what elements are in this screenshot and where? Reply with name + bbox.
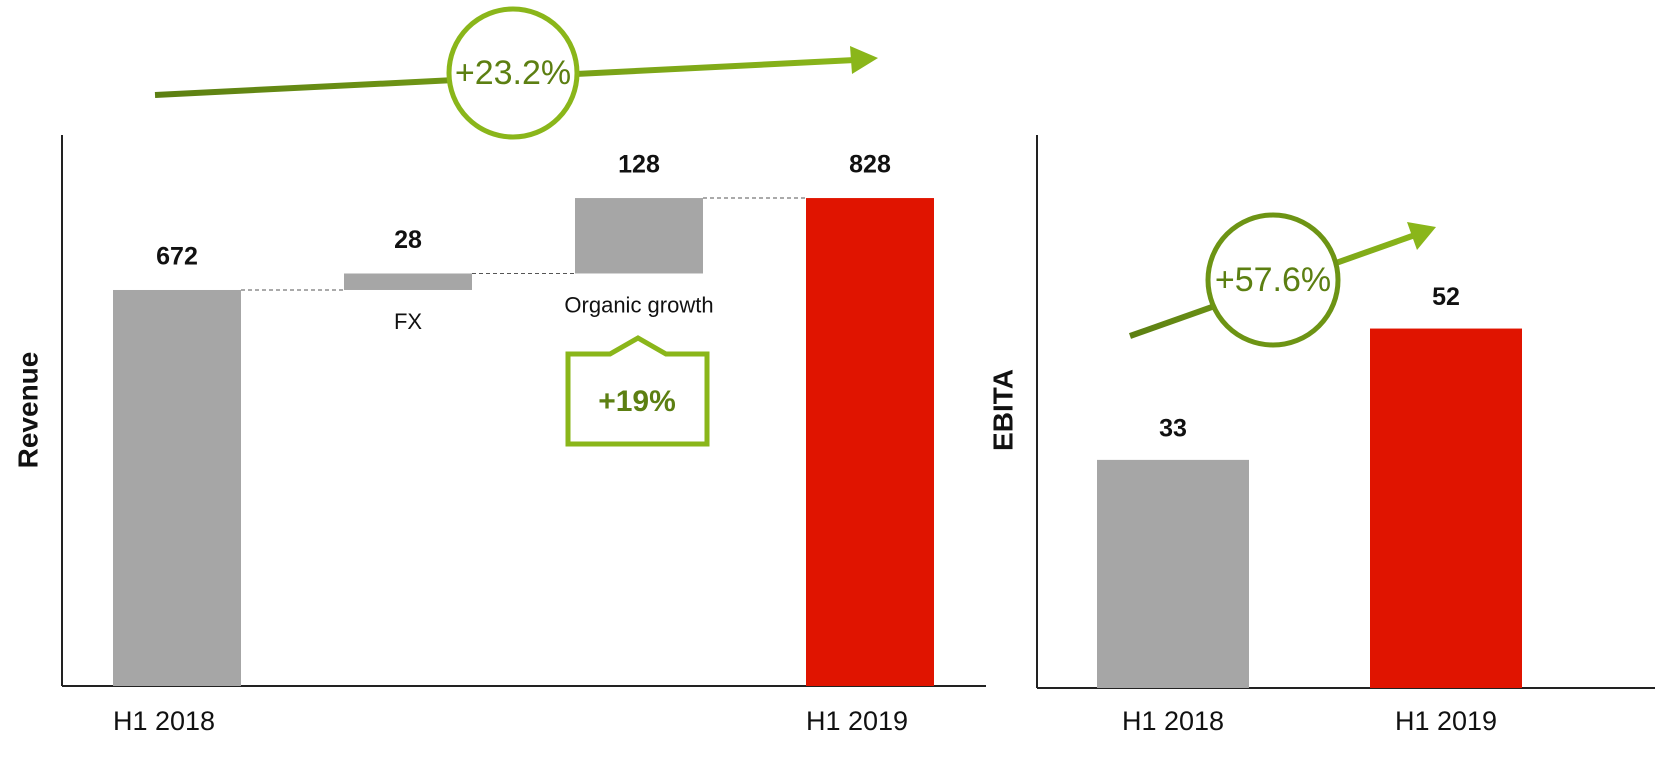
value-label: 828 (849, 151, 891, 179)
arrow-head (1407, 222, 1436, 250)
annotation: +57.6% (1215, 261, 1331, 299)
bar (806, 198, 934, 687)
x-tick-label: H1 2019 (1395, 706, 1497, 736)
y-axis-label: Revenue (12, 352, 43, 469)
annotation: +19% (598, 385, 676, 418)
x-tick-label: H1 2019 (806, 706, 908, 736)
callout-box (565, 335, 710, 447)
value-label: 28 (394, 226, 422, 254)
bar (1097, 459, 1249, 688)
value-label: 52 (1432, 283, 1460, 311)
x-tick-label: H1 2018 (1122, 706, 1224, 736)
value-label: 672 (156, 243, 198, 271)
value-label: 33 (1159, 414, 1187, 442)
value-label: 128 (618, 151, 660, 179)
x-tick-label: H1 2018 (113, 706, 215, 736)
bar (113, 289, 241, 686)
y-axis-label: EBITA (987, 369, 1018, 451)
bar (575, 198, 703, 274)
annotation: +23.2% (455, 54, 571, 92)
bar-label: Organic growth (564, 292, 713, 317)
bar-label: FX (394, 309, 422, 334)
growth-circle (446, 6, 580, 140)
growth-circle (1205, 212, 1341, 348)
bar (1370, 328, 1522, 688)
bar (344, 273, 472, 290)
arrow-head (850, 46, 878, 74)
